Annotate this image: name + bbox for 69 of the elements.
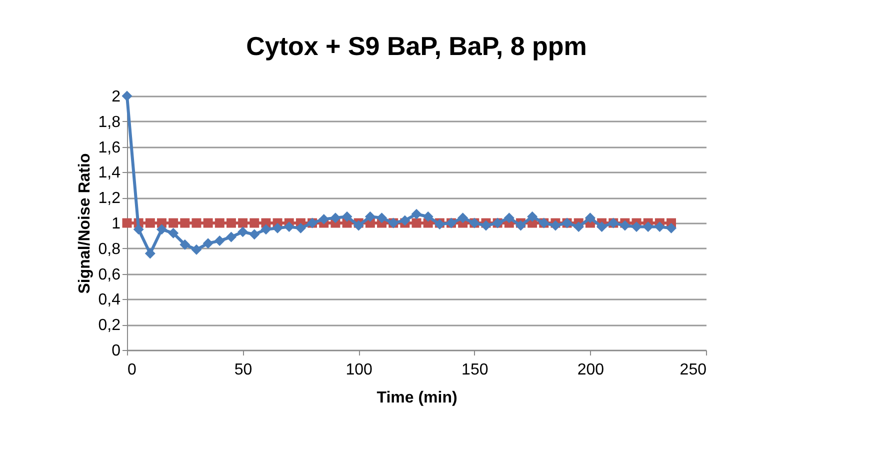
y-tick-label: 0,4 <box>98 292 121 309</box>
point <box>250 218 260 228</box>
point <box>515 220 526 231</box>
point <box>238 218 248 228</box>
point <box>226 218 236 228</box>
x-tick-label: 150 <box>462 362 488 378</box>
point <box>480 220 492 231</box>
y-axis-title: Signal/Noise Ratio <box>76 153 94 294</box>
point <box>584 212 596 224</box>
y-tick-label: 0 <box>112 342 121 360</box>
point <box>642 222 654 232</box>
point <box>573 222 584 232</box>
point <box>203 218 213 228</box>
chart-title: Cytox + S9 BaP, BaP, 8 ppm <box>246 31 587 61</box>
point <box>168 218 178 228</box>
point <box>202 238 214 249</box>
point <box>122 90 132 102</box>
x-tick-label: 50 <box>234 362 252 378</box>
point <box>238 226 248 238</box>
y-tick-label: 1 <box>112 216 121 232</box>
point <box>353 220 364 231</box>
y-tick-label: 2 <box>112 88 121 106</box>
y-tick-label: 0,2 <box>98 317 121 334</box>
point <box>295 222 306 234</box>
x-tick-label: 250 <box>680 362 707 378</box>
point <box>192 218 202 228</box>
point <box>180 218 190 228</box>
point <box>654 222 665 232</box>
x-axis-title: Time (min) <box>376 390 458 406</box>
point <box>411 208 422 220</box>
y-tick-label: 1,4 <box>98 164 121 182</box>
y-tick-label: 1,6 <box>98 139 121 156</box>
point <box>422 211 434 222</box>
point <box>191 244 202 255</box>
x-tick-label: 200 <box>577 362 604 378</box>
point <box>458 212 468 224</box>
x-tick-label: 100 <box>346 362 373 378</box>
point <box>260 224 272 235</box>
point <box>122 218 132 228</box>
point <box>342 211 352 222</box>
point <box>284 222 294 232</box>
y-tick-label: 1,2 <box>98 190 121 208</box>
point <box>156 224 167 235</box>
y-tick-label: 0,8 <box>98 240 121 258</box>
point <box>318 214 330 224</box>
point <box>144 248 156 259</box>
point <box>620 220 630 231</box>
point <box>214 236 225 246</box>
point <box>330 212 341 224</box>
point <box>400 215 410 226</box>
point <box>133 224 144 235</box>
point <box>249 229 260 240</box>
point <box>180 239 190 250</box>
point <box>226 232 236 242</box>
point <box>145 218 155 228</box>
point <box>214 218 224 228</box>
x-tick-label: 0 <box>128 362 136 378</box>
point <box>364 211 376 222</box>
point <box>527 211 538 222</box>
point <box>666 222 677 234</box>
point <box>376 212 388 224</box>
point <box>550 220 561 231</box>
y-tick-label: 0,6 <box>98 266 121 284</box>
point <box>596 222 608 232</box>
point <box>272 222 283 234</box>
point <box>168 228 179 238</box>
y-tick-label: 1,8 <box>98 114 121 131</box>
point <box>631 222 642 232</box>
point <box>504 212 514 224</box>
